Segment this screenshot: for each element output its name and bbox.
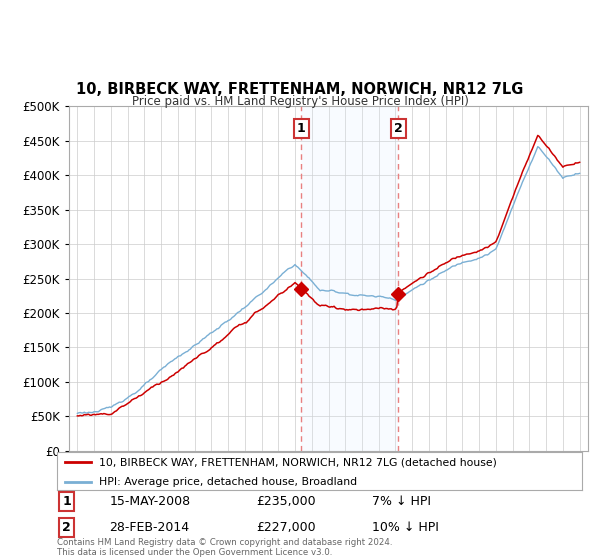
Text: Contains HM Land Registry data © Crown copyright and database right 2024.
This d: Contains HM Land Registry data © Crown c… [57,538,392,557]
Text: 1: 1 [62,495,71,508]
Text: 1: 1 [297,122,305,135]
Text: 10% ↓ HPI: 10% ↓ HPI [372,521,439,534]
Text: Price paid vs. HM Land Registry's House Price Index (HPI): Price paid vs. HM Land Registry's House … [131,95,469,108]
Text: £235,000: £235,000 [257,495,316,508]
Text: HPI: Average price, detached house, Broadland: HPI: Average price, detached house, Broa… [99,477,357,487]
Text: 10, BIRBECK WAY, FRETTENHAM, NORWICH, NR12 7LG (detached house): 10, BIRBECK WAY, FRETTENHAM, NORWICH, NR… [99,457,497,467]
Text: 15-MAY-2008: 15-MAY-2008 [110,495,191,508]
Text: 10, BIRBECK WAY, FRETTENHAM, NORWICH, NR12 7LG: 10, BIRBECK WAY, FRETTENHAM, NORWICH, NR… [76,82,524,97]
Text: 2: 2 [62,521,71,534]
Text: 7% ↓ HPI: 7% ↓ HPI [372,495,431,508]
Text: £227,000: £227,000 [257,521,316,534]
Bar [301,106,398,451]
Text: 2: 2 [394,122,403,135]
Text: 28-FEB-2014: 28-FEB-2014 [110,521,190,534]
